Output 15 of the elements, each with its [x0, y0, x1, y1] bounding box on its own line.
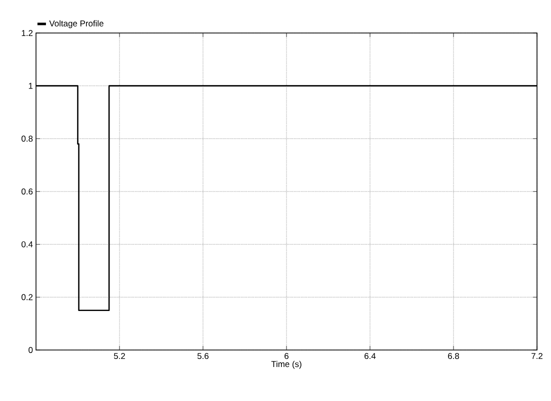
x-tick-label: 6 [284, 353, 288, 360]
legend-label: Voltage Profile [49, 20, 104, 28]
y-tick-label: 0.2 [22, 294, 33, 300]
x-tick-label: 5.6 [197, 353, 209, 360]
y-tick-label: 0.8 [22, 136, 33, 142]
x-tick-label: 5.2 [114, 353, 125, 360]
x-tick-label: 7.2 [532, 353, 542, 359]
x-axis-title: Time (s) [271, 360, 302, 369]
x-tick-label: 6.4 [364, 353, 376, 360]
y-tick-label: 0.6 [22, 188, 33, 194]
y-tick-label: 1 [28, 82, 33, 89]
x-tick-label: 6.8 [448, 353, 460, 360]
y-tick-label: 1.2 [22, 30, 33, 36]
y-tick-label: 0.4 [22, 241, 33, 248]
y-tick-label: 0 [28, 347, 33, 353]
